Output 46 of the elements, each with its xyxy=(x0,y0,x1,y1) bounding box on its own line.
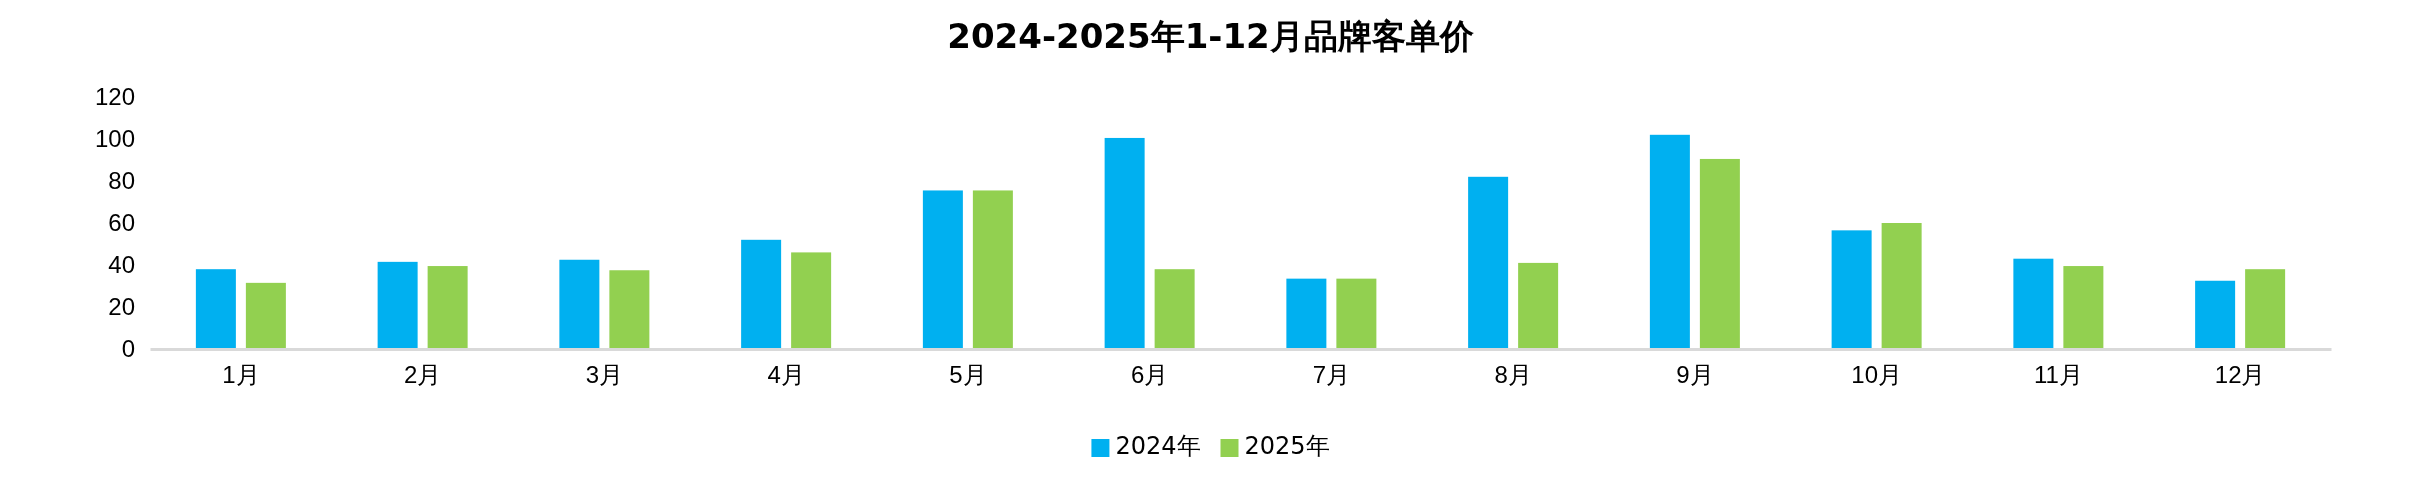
x-tick-label: 5月 xyxy=(949,361,987,389)
bar xyxy=(922,190,963,349)
x-tick-label: 10月 xyxy=(1851,361,1902,389)
bar xyxy=(972,190,1013,349)
bar xyxy=(1518,262,1559,349)
x-tick-label: 12月 xyxy=(2214,361,2266,389)
bar xyxy=(2063,266,2104,349)
bar xyxy=(427,266,468,349)
bar xyxy=(2013,258,2054,349)
legend-label: 2025年 xyxy=(1244,432,1330,460)
bar xyxy=(1468,176,1509,349)
y-tick-label: 80 xyxy=(108,167,135,195)
chart-title: 2024-2025年1-12月品牌客单价 xyxy=(947,16,1475,56)
x-tick-label: 2月 xyxy=(403,361,442,389)
y-tick-label: 60 xyxy=(108,209,135,237)
y-tick-label: 0 xyxy=(121,335,135,363)
x-tick-label: 3月 xyxy=(585,361,624,389)
bar xyxy=(377,261,418,349)
x-tick-label: 9月 xyxy=(1676,361,1714,389)
bar xyxy=(195,269,236,349)
bar xyxy=(741,239,782,349)
bar xyxy=(1286,278,1327,349)
bar xyxy=(1881,223,1922,349)
bar xyxy=(1831,230,1872,349)
legend-label: 2024年 xyxy=(1115,432,1201,460)
y-tick-label: 120 xyxy=(94,83,135,111)
bar xyxy=(1154,269,1195,349)
x-tick-label: 4月 xyxy=(767,361,805,389)
x-tick-label: 7月 xyxy=(1312,361,1351,389)
bar xyxy=(559,259,600,349)
x-tick-label: 8月 xyxy=(1494,361,1532,389)
bar xyxy=(1104,137,1145,349)
x-tick-label: 6月 xyxy=(1130,361,1169,389)
x-tick-label: 1月 xyxy=(222,361,260,389)
bar xyxy=(2245,269,2286,349)
x-tick-label: 11月 xyxy=(2033,361,2083,389)
y-tick-label: 100 xyxy=(94,125,135,153)
y-tick-label: 20 xyxy=(108,293,135,321)
bar xyxy=(791,252,832,349)
bar xyxy=(2195,280,2236,349)
bar xyxy=(1699,158,1740,349)
bar xyxy=(609,270,650,349)
bar xyxy=(245,282,286,349)
bar xyxy=(1336,278,1377,349)
y-tick-label: 40 xyxy=(108,251,135,279)
bar xyxy=(1649,134,1690,349)
